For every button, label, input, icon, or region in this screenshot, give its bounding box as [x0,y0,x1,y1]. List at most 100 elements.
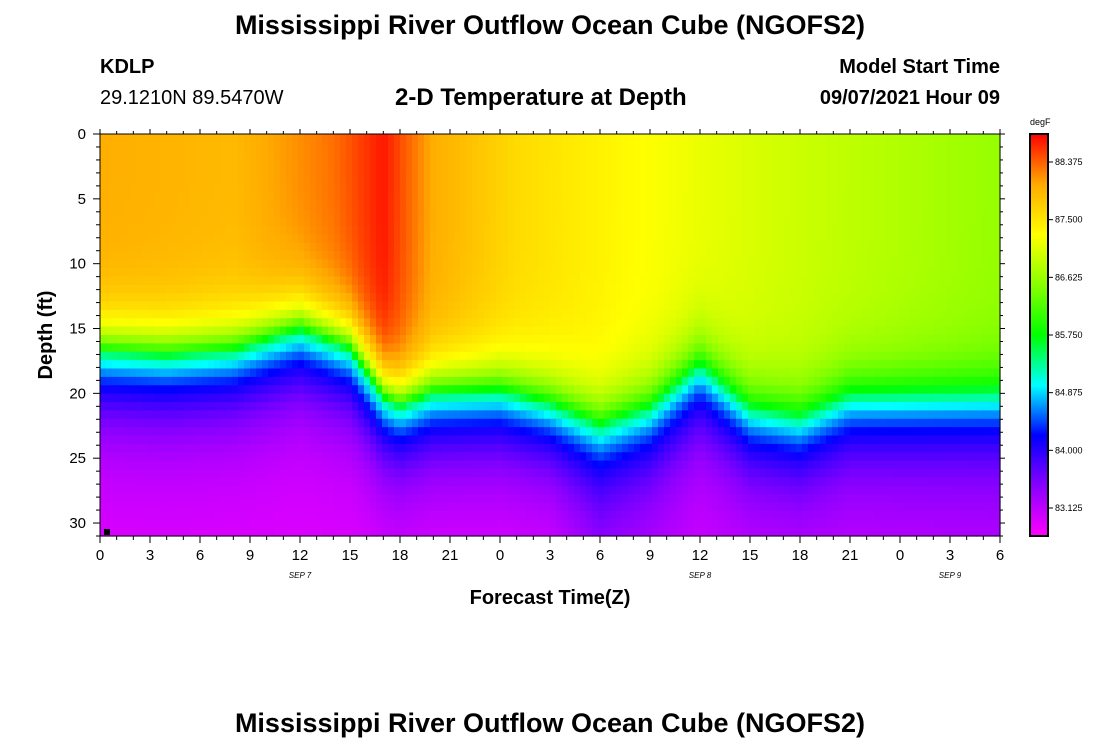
heatmap-cell [454,527,461,537]
heatmap-cell [472,527,479,537]
heatmap-cell [682,343,689,353]
heatmap-cell [106,351,113,361]
heatmap-cell [460,443,467,453]
heatmap-cell [610,142,617,152]
heatmap-cell [352,301,359,311]
heatmap-cell [190,209,197,219]
heatmap-cell [148,217,155,227]
heatmap-cell [448,251,455,261]
heatmap-cell [550,494,557,504]
heatmap-cell [676,502,683,512]
heatmap-cell [214,175,221,185]
heatmap-cell [682,485,689,495]
heatmap-cell [346,142,353,152]
heatmap-cell [682,410,689,420]
heatmap-cell [604,293,611,303]
heatmap-cell [304,134,311,143]
heatmap-cell [502,502,509,512]
heatmap-cell [112,326,119,336]
heatmap-cell [106,343,113,353]
heatmap-cell [418,485,425,495]
heatmap-cell [130,460,137,470]
heatmap-cell [376,293,383,303]
heatmap-cell [430,452,437,462]
heatmap-cell [214,142,221,152]
heatmap-cell [394,469,401,478]
heatmap-cell [628,368,635,378]
heatmap-cell [628,209,635,219]
heatmap-cell [172,167,179,177]
heatmap-cell [544,276,551,286]
heatmap-cell [358,209,365,219]
heatmap-cell [136,494,143,504]
heatmap-cell [130,452,137,462]
heatmap-cell [232,485,239,495]
heatmap-cell [232,469,239,478]
heatmap-cell [202,209,209,219]
heatmap-cell [538,335,545,344]
heatmap-cell [706,259,713,269]
heatmap-cell [328,402,335,411]
heatmap-cell [688,217,695,227]
heatmap-cell [508,335,515,344]
heatmap-cell [484,301,491,311]
heatmap-cell [676,385,683,395]
heatmap-cell [574,134,581,143]
heatmap-cell [274,452,281,462]
heatmap-cell [202,301,209,311]
heatmap-cell [562,293,569,303]
heatmap-cell [592,385,599,395]
heatmap-cell [112,209,119,219]
heatmap-cell [544,150,551,160]
heatmap-cell [232,175,239,185]
heatmap-cell [448,134,455,143]
heatmap-cell [520,184,527,194]
heatmap-cell [118,469,125,478]
heatmap-cell [346,259,353,269]
heatmap-cell [442,485,449,495]
heatmap-cell [214,460,221,470]
heatmap-cell [202,368,209,378]
heatmap-cell [484,368,491,378]
heatmap-cell [136,142,143,152]
heatmap-cell [160,351,167,361]
heatmap-cell [586,393,593,403]
heatmap-cell [598,477,605,487]
heatmap-cell [664,268,671,277]
heatmap-cell [688,159,695,169]
heatmap-cell [136,485,143,495]
heatmap-cell [580,460,587,470]
heatmap-cell [670,494,677,504]
heatmap-cell [328,469,335,478]
heatmap-cell [250,485,257,495]
heatmap-cell [508,293,515,303]
heatmap-cell [676,134,683,143]
heatmap-cell [640,485,647,495]
heatmap-cell [514,242,521,252]
heatmap-cell [670,385,677,395]
heatmap-cell [100,343,107,353]
heatmap-cell [394,301,401,311]
heatmap-cell [292,385,299,395]
heatmap-cell [478,259,485,269]
heatmap-cell [112,393,119,403]
heatmap-cell [562,343,569,353]
heatmap-cell [418,469,425,478]
heatmap-cell [616,418,623,428]
heatmap-cell [652,284,659,294]
heatmap-cell [280,217,287,227]
heatmap-cell [436,469,443,478]
heatmap-cell [640,427,647,437]
heatmap-cell [610,477,617,487]
heatmap-cell [310,284,317,294]
heatmap-cell [136,510,143,520]
heatmap-cell [106,376,113,386]
heatmap-cell [454,226,461,236]
heatmap-cell [316,519,323,529]
heatmap-cell [604,251,611,261]
heatmap-cell [580,360,587,370]
heatmap-cell [226,402,233,411]
heatmap-cell [148,527,155,537]
heatmap-cell [646,335,653,344]
heatmap-cell [478,134,485,143]
